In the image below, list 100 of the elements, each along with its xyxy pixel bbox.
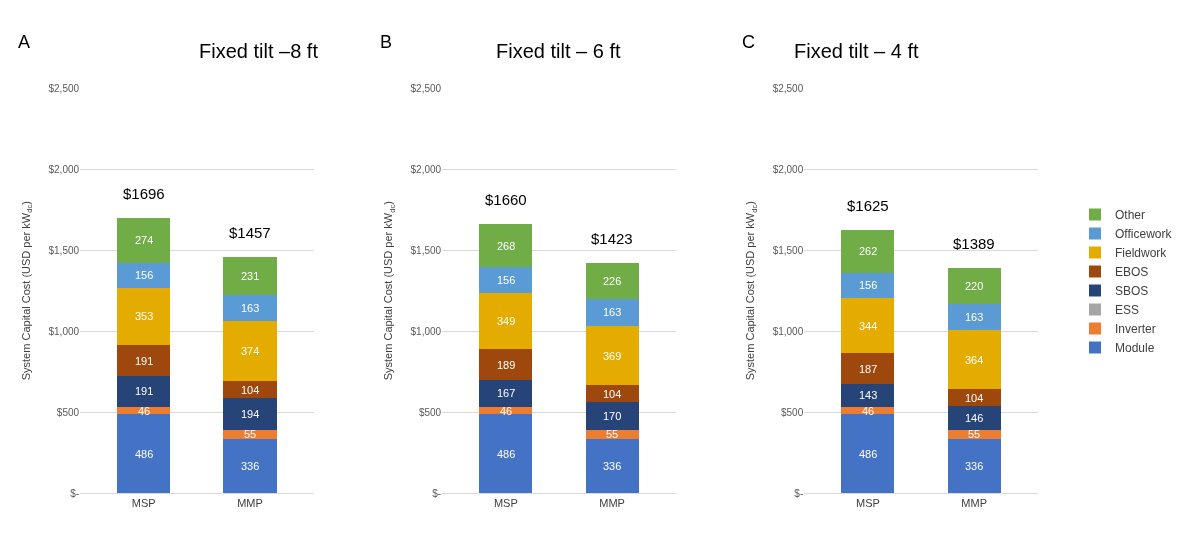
data-label: 163 xyxy=(603,306,622,318)
y-tick-label: $1,000 xyxy=(410,325,442,337)
legend-label: Inverter xyxy=(1115,322,1156,337)
y-tick-label: $1,500 xyxy=(48,244,80,256)
bar xyxy=(117,218,171,263)
y-tick-label: $2,000 xyxy=(772,163,804,175)
y-tick-label: $2,000 xyxy=(410,163,442,175)
bar xyxy=(947,389,1001,407)
bar xyxy=(117,345,171,376)
data-label: 187 xyxy=(859,363,878,375)
total-label: $1389 xyxy=(953,235,995,252)
data-label: 336 xyxy=(241,460,260,472)
total-label: $1423 xyxy=(591,230,633,247)
x-tick-label: MMP xyxy=(599,497,625,510)
bar xyxy=(585,402,639,430)
bar xyxy=(479,379,533,407)
text: C xyxy=(742,32,755,52)
data-label: 104 xyxy=(965,392,984,404)
data-label: 163 xyxy=(241,302,260,314)
bar xyxy=(117,375,171,407)
data-label: 189 xyxy=(497,359,516,371)
bar xyxy=(841,414,895,494)
data-label: 344 xyxy=(859,320,878,332)
data-label: 156 xyxy=(497,274,516,286)
y-tick-label: $1,000 xyxy=(48,325,80,337)
bar xyxy=(479,292,533,350)
data-label: 364 xyxy=(965,354,984,366)
bar xyxy=(117,262,171,288)
y-tick-label: $500 xyxy=(56,406,80,418)
bar xyxy=(223,320,277,382)
x-tick-label: MSP xyxy=(131,497,156,510)
data-label: 220 xyxy=(965,280,984,292)
total-label: $1625 xyxy=(847,197,889,214)
data-label: 55 xyxy=(244,428,257,440)
x-tick-label: MMP xyxy=(961,497,987,510)
bar xyxy=(585,262,639,300)
data-label: 156 xyxy=(859,279,878,291)
legend-label: SBOS xyxy=(1115,284,1149,299)
chart-title: Fixed tilt –8 ft xyxy=(199,40,319,62)
data-label: 191 xyxy=(135,355,154,367)
y-tick-label: $1,000 xyxy=(772,325,804,337)
total-label: $1696 xyxy=(123,185,165,202)
bar xyxy=(947,268,1001,304)
bar xyxy=(585,299,639,326)
bar xyxy=(585,385,639,403)
data-label: 274 xyxy=(135,234,154,246)
bar xyxy=(117,287,171,346)
data-label: 170 xyxy=(603,410,622,422)
y-tick-label: $- xyxy=(432,487,442,499)
bar xyxy=(841,230,895,273)
data-label: 191 xyxy=(135,385,154,397)
total-label: $1660 xyxy=(485,191,527,208)
text: A xyxy=(18,32,31,52)
data-label: 226 xyxy=(603,275,622,287)
bar xyxy=(223,257,277,295)
bar xyxy=(479,349,533,380)
text: B xyxy=(380,32,393,52)
data-label: 374 xyxy=(241,345,260,357)
bar xyxy=(223,381,277,399)
bar xyxy=(841,383,895,407)
data-label: 46 xyxy=(138,405,151,417)
bar xyxy=(947,438,1001,494)
chart-title: Fixed tilt – 4 ft xyxy=(794,40,919,62)
bar xyxy=(479,267,533,293)
data-label: 194 xyxy=(241,408,260,420)
data-label: 104 xyxy=(603,388,622,400)
legend-label: Officework xyxy=(1115,227,1173,242)
y-tick-label: $2,000 xyxy=(48,163,80,175)
data-label: 55 xyxy=(606,428,619,440)
bar xyxy=(479,224,533,268)
bar xyxy=(223,398,277,430)
legend-label: Fieldwork xyxy=(1115,246,1168,261)
data-label: 104 xyxy=(241,384,260,396)
y-tick-label: $2,500 xyxy=(48,82,80,94)
legend-label: ESS xyxy=(1115,303,1140,318)
data-label: 167 xyxy=(497,387,516,399)
bar xyxy=(947,303,1001,331)
data-label: 262 xyxy=(859,245,878,257)
y-tick-label: $- xyxy=(70,487,80,499)
data-label: 46 xyxy=(500,405,513,417)
y-tick-label: $2,500 xyxy=(772,82,804,94)
data-label: 336 xyxy=(965,460,984,472)
data-label: 268 xyxy=(497,240,516,252)
x-tick-label: MSP xyxy=(856,497,880,510)
legend-label: EBOS xyxy=(1115,265,1149,280)
data-label: 336 xyxy=(603,460,622,472)
y-tick-label: $500 xyxy=(418,406,442,418)
data-label: 146 xyxy=(965,412,984,424)
data-label: 486 xyxy=(497,448,516,460)
bar xyxy=(841,297,895,354)
data-label: 231 xyxy=(241,270,260,282)
bar xyxy=(585,325,639,386)
data-label: 486 xyxy=(135,448,154,460)
bar xyxy=(841,272,895,298)
data-label: 163 xyxy=(965,311,984,323)
data-label: 55 xyxy=(968,428,981,440)
bar xyxy=(585,438,639,494)
y-tick-label: $- xyxy=(794,487,804,499)
data-label: 46 xyxy=(862,405,875,417)
bar xyxy=(947,406,1001,430)
